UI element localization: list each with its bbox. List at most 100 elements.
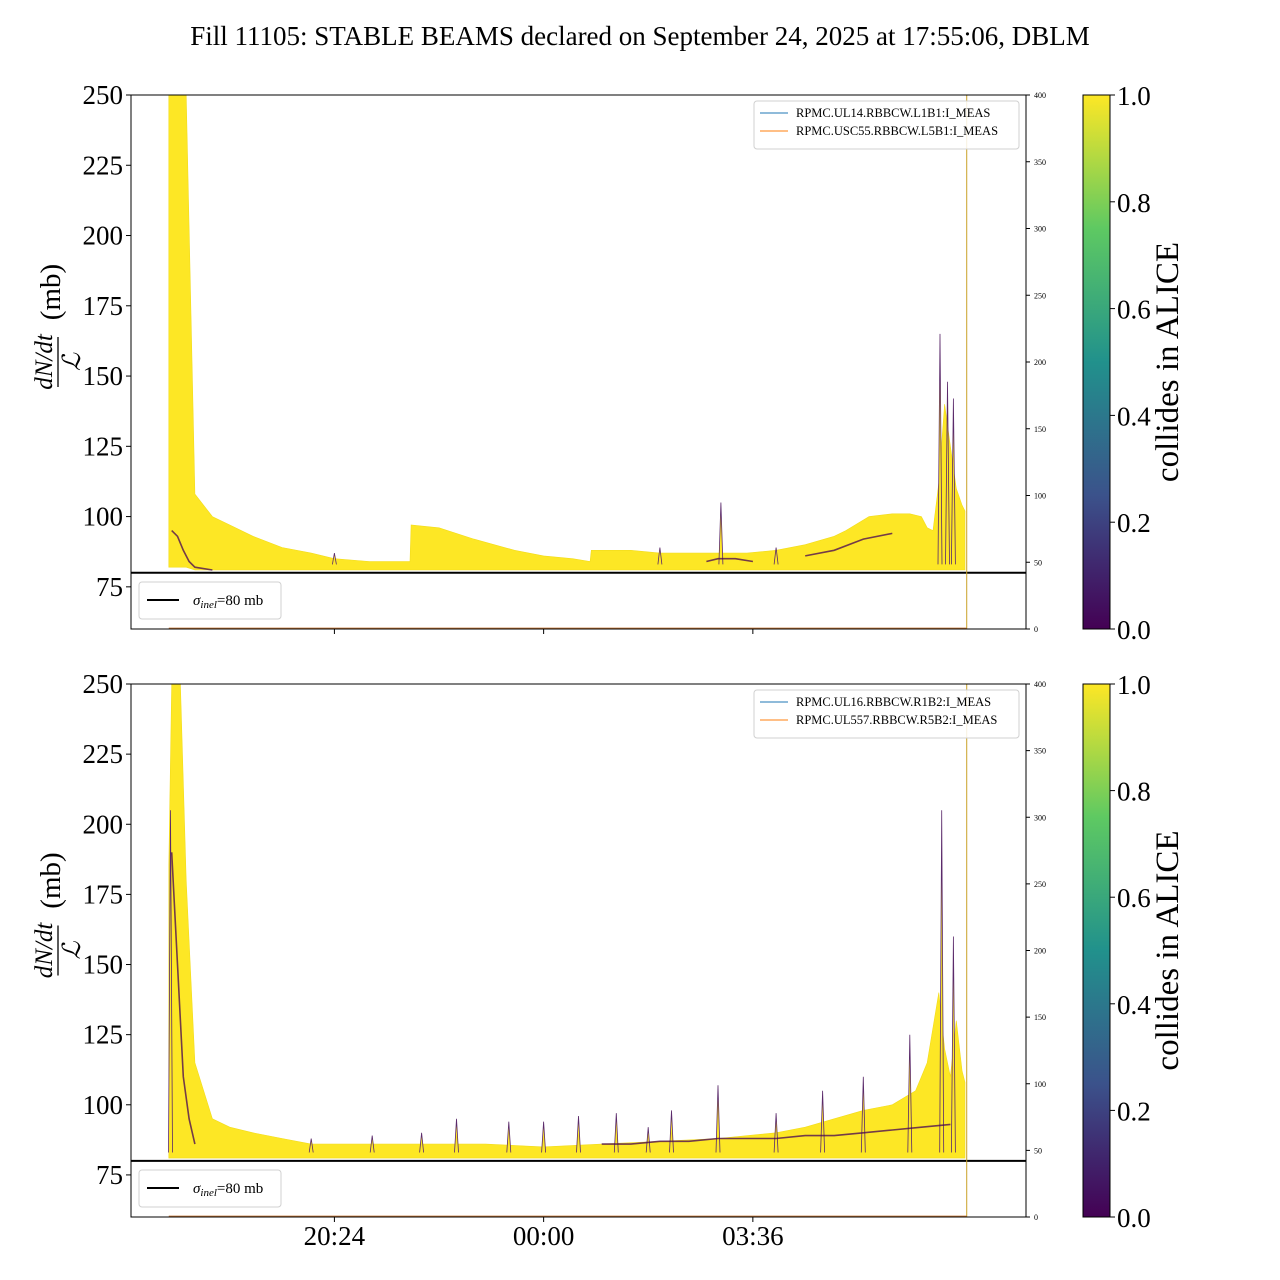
- data-spike-3: [773, 547, 779, 565]
- plot-area: [131, 684, 1026, 1217]
- ytick-label: 150: [83, 361, 124, 391]
- figure-title: Fill 11105: STABLE BEAMS declared on Sep…: [190, 21, 1090, 51]
- y2tick-label: 300: [1034, 813, 1046, 822]
- ylabel-numerator: dN/dt: [31, 333, 58, 390]
- data-spike-14: [860, 1076, 866, 1153]
- ytick-label: 100: [83, 1090, 124, 1120]
- reference-legend-value: =80 mb: [217, 593, 263, 609]
- y2tick-label: 50: [1034, 558, 1042, 567]
- data-spike-12: [773, 1113, 779, 1153]
- reference-legend-label: σinel=80 mb: [193, 593, 263, 611]
- plot-area: [131, 95, 1026, 629]
- data-trace-2: [805, 532, 893, 557]
- data-spike-2: [718, 502, 724, 565]
- colorbar-tick-label: 0.6: [1117, 883, 1151, 913]
- ytick-label: 200: [83, 809, 124, 839]
- data-spike-4: [937, 333, 943, 565]
- reference-legend-subscript: inel: [200, 1187, 217, 1199]
- y2tick-label: 150: [1034, 1013, 1046, 1022]
- reference-legend-subscript: inel: [200, 599, 217, 611]
- y2tick-label: 0: [1034, 625, 1038, 634]
- legend-entry-1: RPMC.UL557.RBBCW.R5B2:I_MEAS: [796, 713, 997, 727]
- reference-legend-box: [138, 581, 282, 620]
- ytick-label: 225: [83, 739, 124, 769]
- colorbar-tick-label: 0.8: [1117, 188, 1151, 218]
- reference-legend: σinel=80 mb: [138, 1169, 282, 1208]
- colorbar: 0.0 0.2 0.4 0.6 0.8 1.0 collides in ALICE: [1082, 81, 1186, 645]
- legend-entry-0: RPMC.UL14.RBBCW.L1B1:I_MEAS: [796, 106, 990, 120]
- data-spike-5: [945, 381, 950, 565]
- ylabel-denominator: ℒ: [59, 941, 86, 960]
- data-spike-0: [332, 553, 337, 565]
- data-spike-1: [657, 547, 663, 565]
- data-envelope: [168, 95, 966, 571]
- y2tick-label: 350: [1034, 747, 1046, 756]
- reference-legend-symbol: σ: [193, 1181, 201, 1197]
- ytick-label: 225: [83, 150, 124, 180]
- colorbar-gradient: [1082, 683, 1111, 1218]
- data-trace-1: [601, 1123, 951, 1145]
- y2tick-label: 100: [1034, 1080, 1046, 1089]
- colorbar-tick-label: 0.2: [1117, 1096, 1151, 1126]
- y2tick-label: 400: [1034, 91, 1046, 100]
- data-trace-0: [170, 852, 196, 1145]
- reference-legend: σinel=80 mb: [138, 581, 282, 620]
- colorbar-tick-label: 0.4: [1117, 401, 1151, 431]
- data-spike-11: [715, 1085, 721, 1153]
- data-spike-0: [168, 810, 173, 1153]
- ytick-label: 175: [83, 879, 124, 909]
- y2tick-label: 200: [1034, 947, 1046, 956]
- data-spike-3: [419, 1132, 424, 1153]
- colorbar-label: collides in ALICE: [1150, 242, 1186, 482]
- panel-top: 75 100 125 150 175 200 225 250 0 50 100 150 200 250 30…: [31, 80, 1186, 645]
- data-spike-10: [669, 1110, 674, 1153]
- ylabel: dN/dt ℒ (mb): [31, 852, 86, 978]
- data-spike-15: [907, 1034, 913, 1153]
- data-envelope: [168, 684, 966, 1159]
- y2tick-label: 400: [1034, 680, 1046, 689]
- colorbar-tick-label: 1.0: [1117, 81, 1151, 111]
- ytick-label: 200: [83, 221, 124, 251]
- y2tick-label: 350: [1034, 158, 1046, 167]
- colorbar: 0.0 0.2 0.4 0.6 0.8 1.0 collides in ALICE: [1082, 670, 1186, 1233]
- data-spike-1: [308, 1138, 314, 1153]
- data-spike-5: [506, 1121, 512, 1153]
- data-spike-8: [613, 1113, 619, 1153]
- y2tick-label: 250: [1034, 291, 1046, 300]
- panel-bottom: 75 100 125 150 175 200 225 250 0 50 100 150 200 250 30…: [31, 669, 1186, 1251]
- colorbar-gradient: [1082, 94, 1111, 630]
- y2tick-label: 200: [1034, 358, 1046, 367]
- ylabel-unit: (mb): [35, 852, 67, 908]
- ylabel: dN/dt ℒ (mb): [31, 264, 86, 390]
- series-legend-box: [753, 100, 1020, 150]
- ylabel-numerator: dN/dt: [31, 922, 58, 979]
- data-spike-17: [951, 936, 956, 1153]
- reference-legend-box: [138, 1169, 282, 1208]
- data-spike-9: [645, 1127, 651, 1153]
- colorbar-tick-label: 0.8: [1117, 777, 1151, 807]
- data-spike-6: [951, 398, 956, 565]
- data-trace-0: [171, 530, 213, 571]
- colorbar-tick-label: 0.4: [1117, 990, 1151, 1020]
- ytick-label: 250: [83, 80, 124, 110]
- series-legend: RPMC.UL14.RBBCW.L1B1:I_MEAS RPMC.USC55.RB…: [753, 100, 1020, 150]
- ylabel-denominator: ℒ: [59, 352, 86, 371]
- y2tick-label: 300: [1034, 225, 1046, 234]
- colorbar-tick-label: 0.0: [1117, 615, 1151, 645]
- xtick-label: 20:24: [304, 1221, 366, 1251]
- colorbar-tick-label: 0.0: [1117, 1203, 1151, 1233]
- colorbar-tick-label: 0.2: [1117, 508, 1151, 538]
- data-spike-16: [939, 810, 945, 1153]
- legend-entry-0: RPMC.UL16.RBBCW.R1B2:I_MEAS: [796, 695, 991, 709]
- series-legend: RPMC.UL16.RBBCW.R1B2:I_MEAS RPMC.UL557.RB…: [753, 689, 1020, 739]
- y2tick-label: 0: [1034, 1213, 1038, 1222]
- colorbar-tick-label: 0.6: [1117, 295, 1151, 325]
- data-spike-2: [369, 1135, 375, 1153]
- y2tick-label: 150: [1034, 425, 1046, 434]
- data-spike-6: [541, 1121, 546, 1153]
- ytick-label: 75: [96, 572, 123, 602]
- reference-legend-value: =80 mb: [217, 1181, 263, 1197]
- ytick-label: 75: [96, 1160, 123, 1190]
- ytick-label: 125: [83, 431, 124, 461]
